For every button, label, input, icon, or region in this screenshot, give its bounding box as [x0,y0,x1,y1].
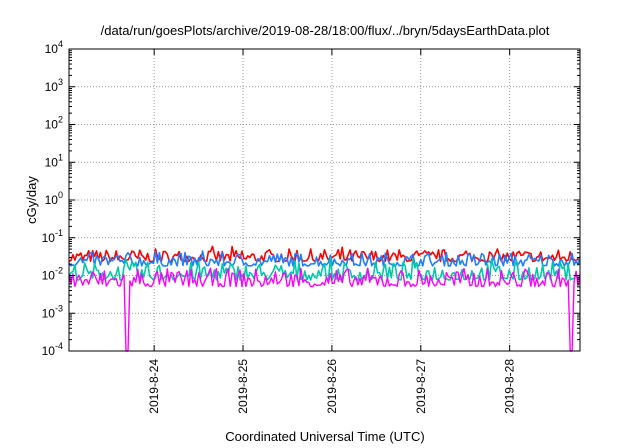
series-line-4 [68,267,581,352]
y-tick-label: 10-4 [42,341,63,358]
y-tick-label: 104 [45,39,63,56]
y-axis-label: cGy/day [24,176,39,224]
y-tick-label: 102 [45,115,63,132]
x-axis: 2019-8-24 2019-8-25 2019-8-26 2019-8-27 2019… [147,49,517,414]
x-tick-label: 2019-8-26 [325,359,339,414]
y-tick-label: 10-3 [42,303,63,320]
x-tick-label: 2019-8-28 [503,359,517,414]
series-line-1 [68,245,581,263]
x-tick-label: 2019-8-25 [236,359,250,414]
y-tick-label: 10-1 [42,228,63,245]
y-tick-label: 100 [45,190,63,207]
x-tick-label: 2019-8-24 [147,359,161,414]
series-group [68,245,581,352]
y-tick-label: 10-2 [42,266,63,283]
y-tick-label: 103 [45,77,63,94]
chart-title: /data/run/goesPlots/archive/2019-08-28/1… [101,23,550,38]
y-axis: 10-4 10-3 10-2 10-1 100 101 102 103 104 [42,39,580,358]
grid [69,49,580,351]
y-tick-label: 101 [45,152,63,169]
x-axis-label: Coordinated Universal Time (UTC) [225,429,424,444]
x-tick-label: 2019-8-27 [414,359,428,414]
